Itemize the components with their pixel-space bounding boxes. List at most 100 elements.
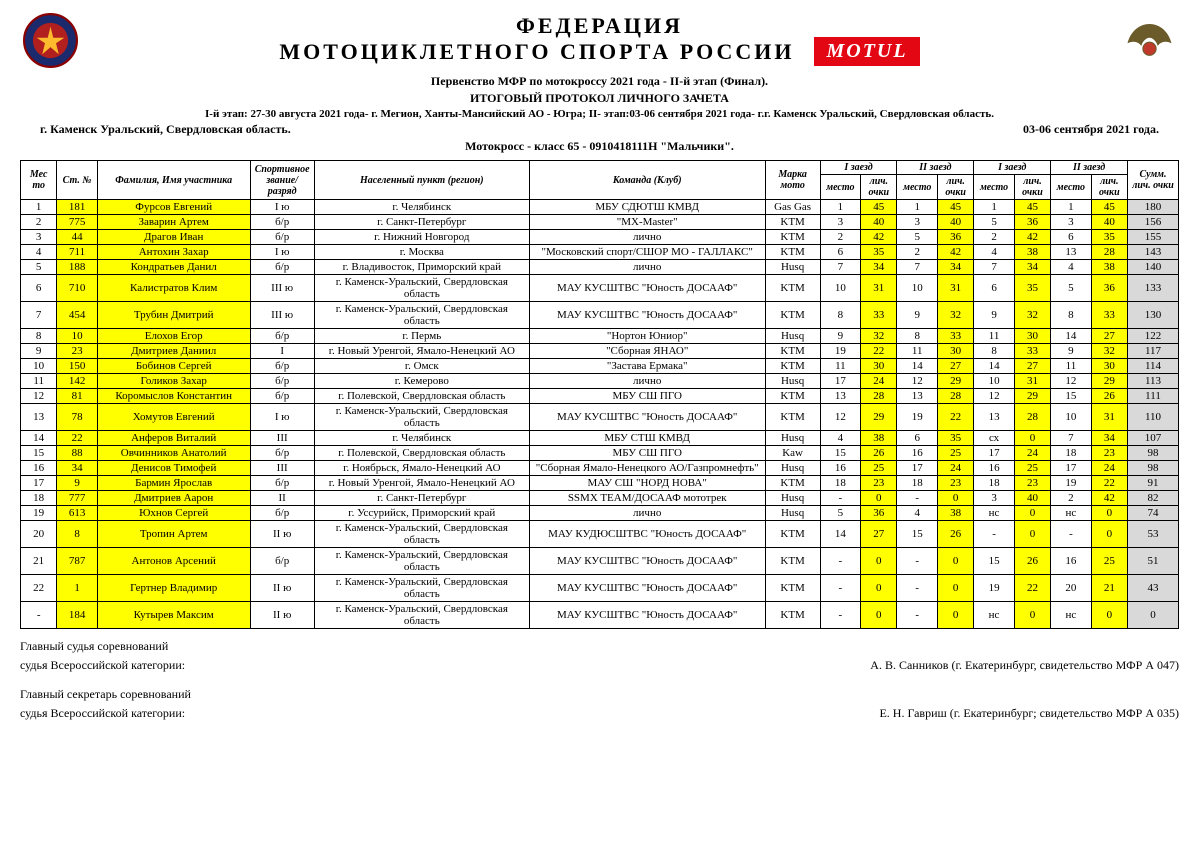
cell-rk: б/р: [250, 329, 314, 344]
heat2-points: 0: [937, 575, 973, 602]
heat3-place: 17: [974, 446, 1015, 461]
heat2-points: 29: [937, 374, 973, 389]
cell-name: Заварин Артем: [97, 215, 250, 230]
heat1-place: -: [820, 548, 861, 575]
cell-p: 14: [21, 431, 57, 446]
results-table: Мес то Ст. № Фамилия, Имя участника Спор…: [20, 160, 1179, 629]
city-line: г. Каменск Уральский, Свердловская облас…: [40, 122, 291, 137]
heat1-points: 31: [861, 275, 897, 302]
heat4-place: 5: [1051, 275, 1092, 302]
heat2-place: -: [897, 548, 938, 575]
heat2-points: 23: [937, 476, 973, 491]
cell-reg: г. Нижний Новгород: [314, 230, 529, 245]
heat3-place: 13: [974, 404, 1015, 431]
cell-team: МБУ СДЮТШ КМВД: [529, 200, 765, 215]
cell-p: 3: [21, 230, 57, 245]
heat2-points: 45: [937, 200, 973, 215]
heat4-place: 15: [1051, 389, 1092, 404]
heat4-place: нс: [1051, 506, 1092, 521]
heat2-place: 19: [897, 404, 938, 431]
heat4-place: 4: [1051, 260, 1092, 275]
heat3-place: 11: [974, 329, 1015, 344]
heat4-points: 30: [1091, 359, 1127, 374]
heat4-place: 16: [1051, 548, 1092, 575]
cell-rk: II ю: [250, 575, 314, 602]
heat2-place: 4: [897, 506, 938, 521]
cell-n: 23: [57, 344, 98, 359]
table-row: 810Елохов Егорб/рг. Пермь"Нортон Юниор"H…: [21, 329, 1179, 344]
cell-bike: KTM: [765, 230, 820, 245]
cell-reg: г. Владивосток, Приморский край: [314, 260, 529, 275]
heat4-points: 0: [1091, 506, 1127, 521]
heat2-points: 38: [937, 506, 973, 521]
cell-sum: 51: [1128, 548, 1179, 575]
heat3-place: -: [974, 521, 1015, 548]
heat2-place: 1: [897, 200, 938, 215]
cell-sum: 107: [1128, 431, 1179, 446]
cell-rk: б/р: [250, 476, 314, 491]
cell-rk: б/р: [250, 548, 314, 575]
heat3-place: 1: [974, 200, 1015, 215]
heat3-place: 6: [974, 275, 1015, 302]
cell-name: Фурсов Евгений: [97, 200, 250, 215]
col-h1-place: место: [820, 175, 861, 200]
heat1-points: 24: [861, 374, 897, 389]
heat2-place: -: [897, 575, 938, 602]
cell-rk: III ю: [250, 275, 314, 302]
heat2-points: 25: [937, 446, 973, 461]
heat2-place: -: [897, 602, 938, 629]
cell-reg: г. Новый Уренгой, Ямало-Ненецкий АО: [314, 476, 529, 491]
federation-title: ФЕДЕРАЦИЯ МОТОЦИКЛЕТНОГО СПОРТА РОССИИ M…: [80, 14, 1119, 66]
cell-sum: 122: [1128, 329, 1179, 344]
cell-name: Бобинов Сергей: [97, 359, 250, 374]
cell-bike: Husq: [765, 506, 820, 521]
heat1-place: 19: [820, 344, 861, 359]
cell-team: МАУ КУСШТВС "Юность ДОСААФ": [529, 302, 765, 329]
cell-sum: 43: [1128, 575, 1179, 602]
heat3-place: 10: [974, 374, 1015, 389]
cell-name: Гертнер Владимир: [97, 575, 250, 602]
cell-rk: б/р: [250, 260, 314, 275]
heat3-place: 2: [974, 230, 1015, 245]
date-line: 03-06 сентября 2021 года.: [1023, 122, 1159, 137]
table-row: 21787Антонов Арсенийб/рг. Каменск-Уральс…: [21, 548, 1179, 575]
table-row: 19613Юхнов Сергейб/рг. Уссурийск, Примор…: [21, 506, 1179, 521]
cell-name: Трубин Дмитрий: [97, 302, 250, 329]
heat3-points: 35: [1014, 275, 1050, 302]
cell-name: Драгов Иван: [97, 230, 250, 245]
table-row: 221Гертнер ВладимирII юг. Каменск-Уральс…: [21, 575, 1179, 602]
cell-name: Калистратов Клим: [97, 275, 250, 302]
cell-n: 81: [57, 389, 98, 404]
heat3-points: 45: [1014, 200, 1050, 215]
cell-bike: KTM: [765, 548, 820, 575]
cell-name: Овчинников Анатолий: [97, 446, 250, 461]
heat1-place: 4: [820, 431, 861, 446]
heat3-place: 12: [974, 389, 1015, 404]
cell-rk: б/р: [250, 389, 314, 404]
heat1-points: 0: [861, 491, 897, 506]
heat1-place: 5: [820, 506, 861, 521]
cell-n: 150: [57, 359, 98, 374]
heat1-place: 18: [820, 476, 861, 491]
cell-n: 44: [57, 230, 98, 245]
heat2-place: 17: [897, 461, 938, 476]
table-row: 1588Овчинников Анатолийб/рг. Полевской, …: [21, 446, 1179, 461]
cell-p: 20: [21, 521, 57, 548]
class-line: Мотокросс - класс 65 - 0910418111Н "Маль…: [20, 139, 1179, 154]
heat4-points: 25: [1091, 548, 1127, 575]
cell-p: 19: [21, 506, 57, 521]
col-h2-place: место: [897, 175, 938, 200]
cell-bike: KTM: [765, 602, 820, 629]
cell-name: Кондратьев Данил: [97, 260, 250, 275]
heat1-points: 0: [861, 602, 897, 629]
federation-logo-icon: [20, 10, 80, 70]
cell-sum: 140: [1128, 260, 1179, 275]
heat1-place: 3: [820, 215, 861, 230]
cell-sum: 0: [1128, 602, 1179, 629]
cell-bike: KTM: [765, 344, 820, 359]
motul-logo: MOTUL: [814, 37, 919, 66]
cell-n: 787: [57, 548, 98, 575]
cell-name: Дмитриев Даниил: [97, 344, 250, 359]
heat1-place: 13: [820, 389, 861, 404]
heat1-points: 42: [861, 230, 897, 245]
